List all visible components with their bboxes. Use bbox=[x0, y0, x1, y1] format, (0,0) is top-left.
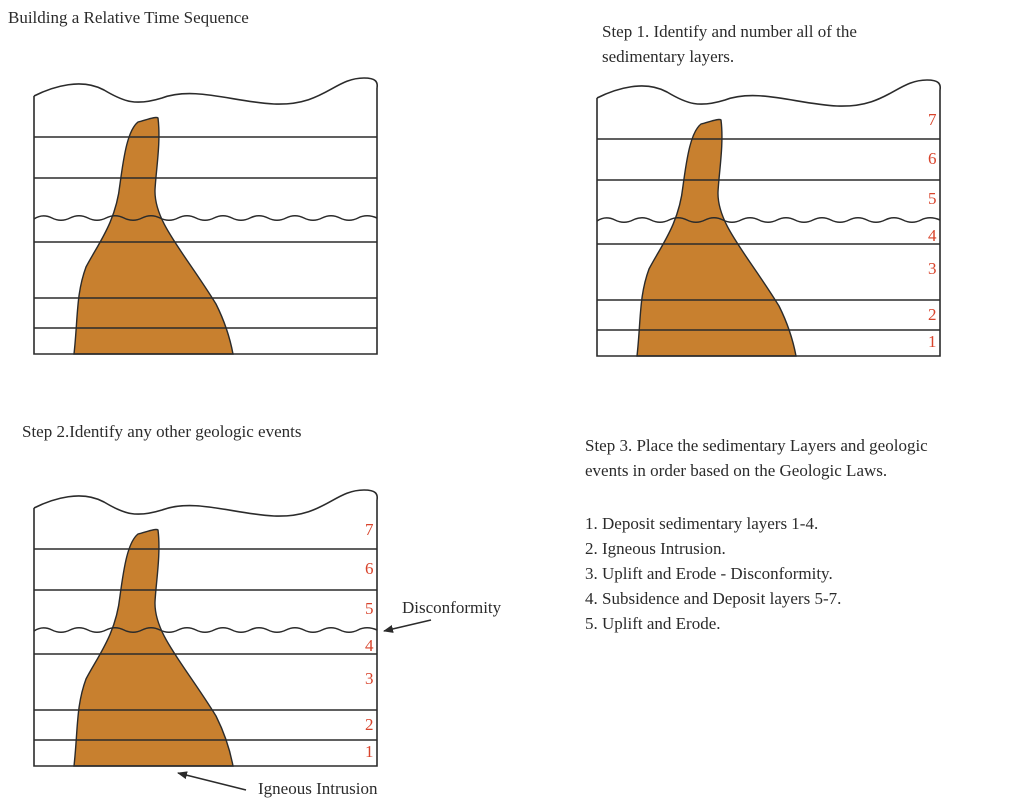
layer-number-4: 4 bbox=[928, 226, 937, 245]
list-item: 3. Uplift and Erode - Disconformity. bbox=[585, 564, 833, 583]
disconformity-line bbox=[33, 215, 378, 221]
igneous-intrusion bbox=[636, 118, 797, 357]
disconformity-line bbox=[33, 627, 378, 633]
igneous-intrusion-arrow bbox=[177, 771, 247, 791]
cross-section-step1: 7 6 5 4 3 2 1 bbox=[596, 79, 942, 357]
cross-section-frame bbox=[33, 500, 378, 767]
layer-number-2: 2 bbox=[365, 715, 374, 734]
cross-section-frame bbox=[33, 88, 378, 355]
disconformity-arrow bbox=[383, 619, 432, 633]
step2-title: Step 2.Identify any other geologic event… bbox=[22, 422, 302, 441]
layer-number-2: 2 bbox=[928, 305, 937, 324]
surface-erosion-line bbox=[33, 77, 379, 105]
list-item: 2. Igneous Intrusion. bbox=[585, 539, 726, 558]
list-item: 5. Uplift and Erode. bbox=[585, 614, 721, 633]
step3-line-1: Step 3. Place the sedimentary Layers and… bbox=[585, 436, 928, 455]
event-sequence-list: 1. Deposit sedimentary layers 1-4. 2. Ig… bbox=[585, 512, 841, 637]
layer-number-5: 5 bbox=[365, 599, 374, 618]
layer-number-4: 4 bbox=[365, 636, 374, 655]
layer-number-3: 3 bbox=[928, 259, 937, 278]
layer-number-7: 7 bbox=[365, 520, 374, 539]
surface-erosion-line bbox=[596, 79, 942, 107]
list-item: 1. Deposit sedimentary layers 1-4. bbox=[585, 514, 819, 533]
layer-number-7: 7 bbox=[928, 110, 937, 129]
cross-section-frame bbox=[596, 90, 941, 357]
layer-number-6: 6 bbox=[928, 149, 937, 168]
disconformity-line bbox=[596, 217, 941, 223]
surface-erosion-line bbox=[33, 489, 379, 517]
igneous-intrusion-label: Igneous Intrusion bbox=[258, 779, 378, 798]
layer-number-1: 1 bbox=[928, 332, 937, 351]
step1-instructions: Step 1. Identify and number all of the s… bbox=[602, 20, 857, 70]
layer-number-5: 5 bbox=[928, 189, 937, 208]
layer-number-3: 3 bbox=[365, 669, 374, 688]
cross-section-step2: 7 6 5 4 3 2 1 bbox=[33, 489, 379, 767]
layer-number-6: 6 bbox=[365, 559, 374, 578]
step3-line-2: events in order based on the Geologic La… bbox=[585, 461, 888, 480]
cross-section-unlabeled bbox=[33, 77, 379, 355]
layer-number-1: 1 bbox=[365, 742, 374, 761]
step3-instructions: Step 3. Place the sedimentary Layers and… bbox=[585, 434, 928, 484]
step1-line-2: sedimentary layers. bbox=[602, 47, 735, 66]
igneous-intrusion bbox=[73, 116, 234, 355]
igneous-intrusion bbox=[73, 528, 234, 767]
page-title: Building a Relative Time Sequence bbox=[8, 8, 249, 27]
list-item: 4. Subsidence and Deposit layers 5-7. bbox=[585, 589, 842, 608]
disconformity-label: Disconformity bbox=[402, 598, 502, 617]
step1-line-1: Step 1. Identify and number all of the bbox=[602, 22, 857, 41]
